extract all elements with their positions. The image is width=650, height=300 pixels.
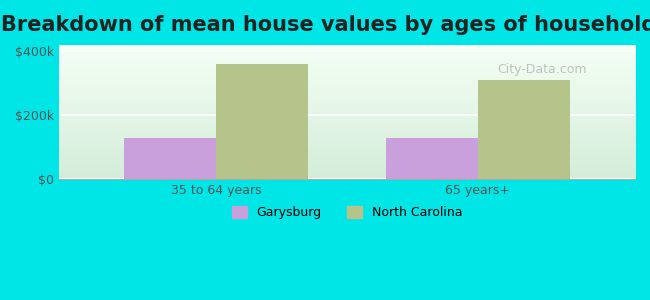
Bar (478, 80, 569, 179)
Text: City-Data.com: City-Data.com (497, 63, 586, 76)
Legend: Garysburg, North Carolina: Garysburg, North Carolina (227, 201, 467, 224)
Bar (124, 138, 216, 179)
Bar (216, 64, 307, 179)
Title: Breakdown of mean house values by ages of householders: Breakdown of mean house values by ages o… (1, 15, 650, 35)
Bar (386, 138, 478, 179)
